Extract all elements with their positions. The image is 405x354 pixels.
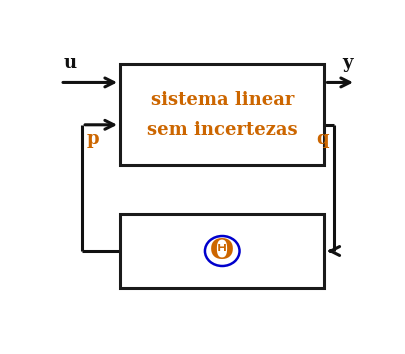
Bar — [120, 64, 324, 165]
Text: y: y — [341, 53, 352, 72]
Text: Θ: Θ — [210, 238, 234, 264]
Bar — [120, 214, 324, 288]
Text: q: q — [316, 130, 328, 148]
Text: p: p — [87, 130, 99, 148]
Text: u: u — [63, 53, 76, 72]
Text: sistema linear: sistema linear — [150, 91, 293, 109]
Text: sem incertezas: sem incertezas — [147, 121, 297, 139]
